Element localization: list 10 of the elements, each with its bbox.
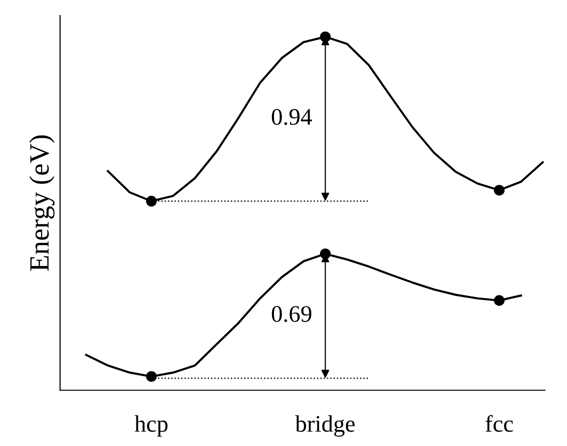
- point: [494, 295, 505, 306]
- point: [146, 196, 157, 207]
- x-tick-label: hcp: [134, 415, 168, 437]
- x-tick-label: bridge: [295, 415, 355, 437]
- annotation: 0.94: [272, 108, 312, 126]
- point: [146, 371, 157, 382]
- x-tick-label: fcc: [486, 415, 513, 432]
- annotation: 0.69: [272, 306, 312, 322]
- point: [494, 184, 505, 196]
- y-axis-title: Energy (eV): [29, 135, 55, 271]
